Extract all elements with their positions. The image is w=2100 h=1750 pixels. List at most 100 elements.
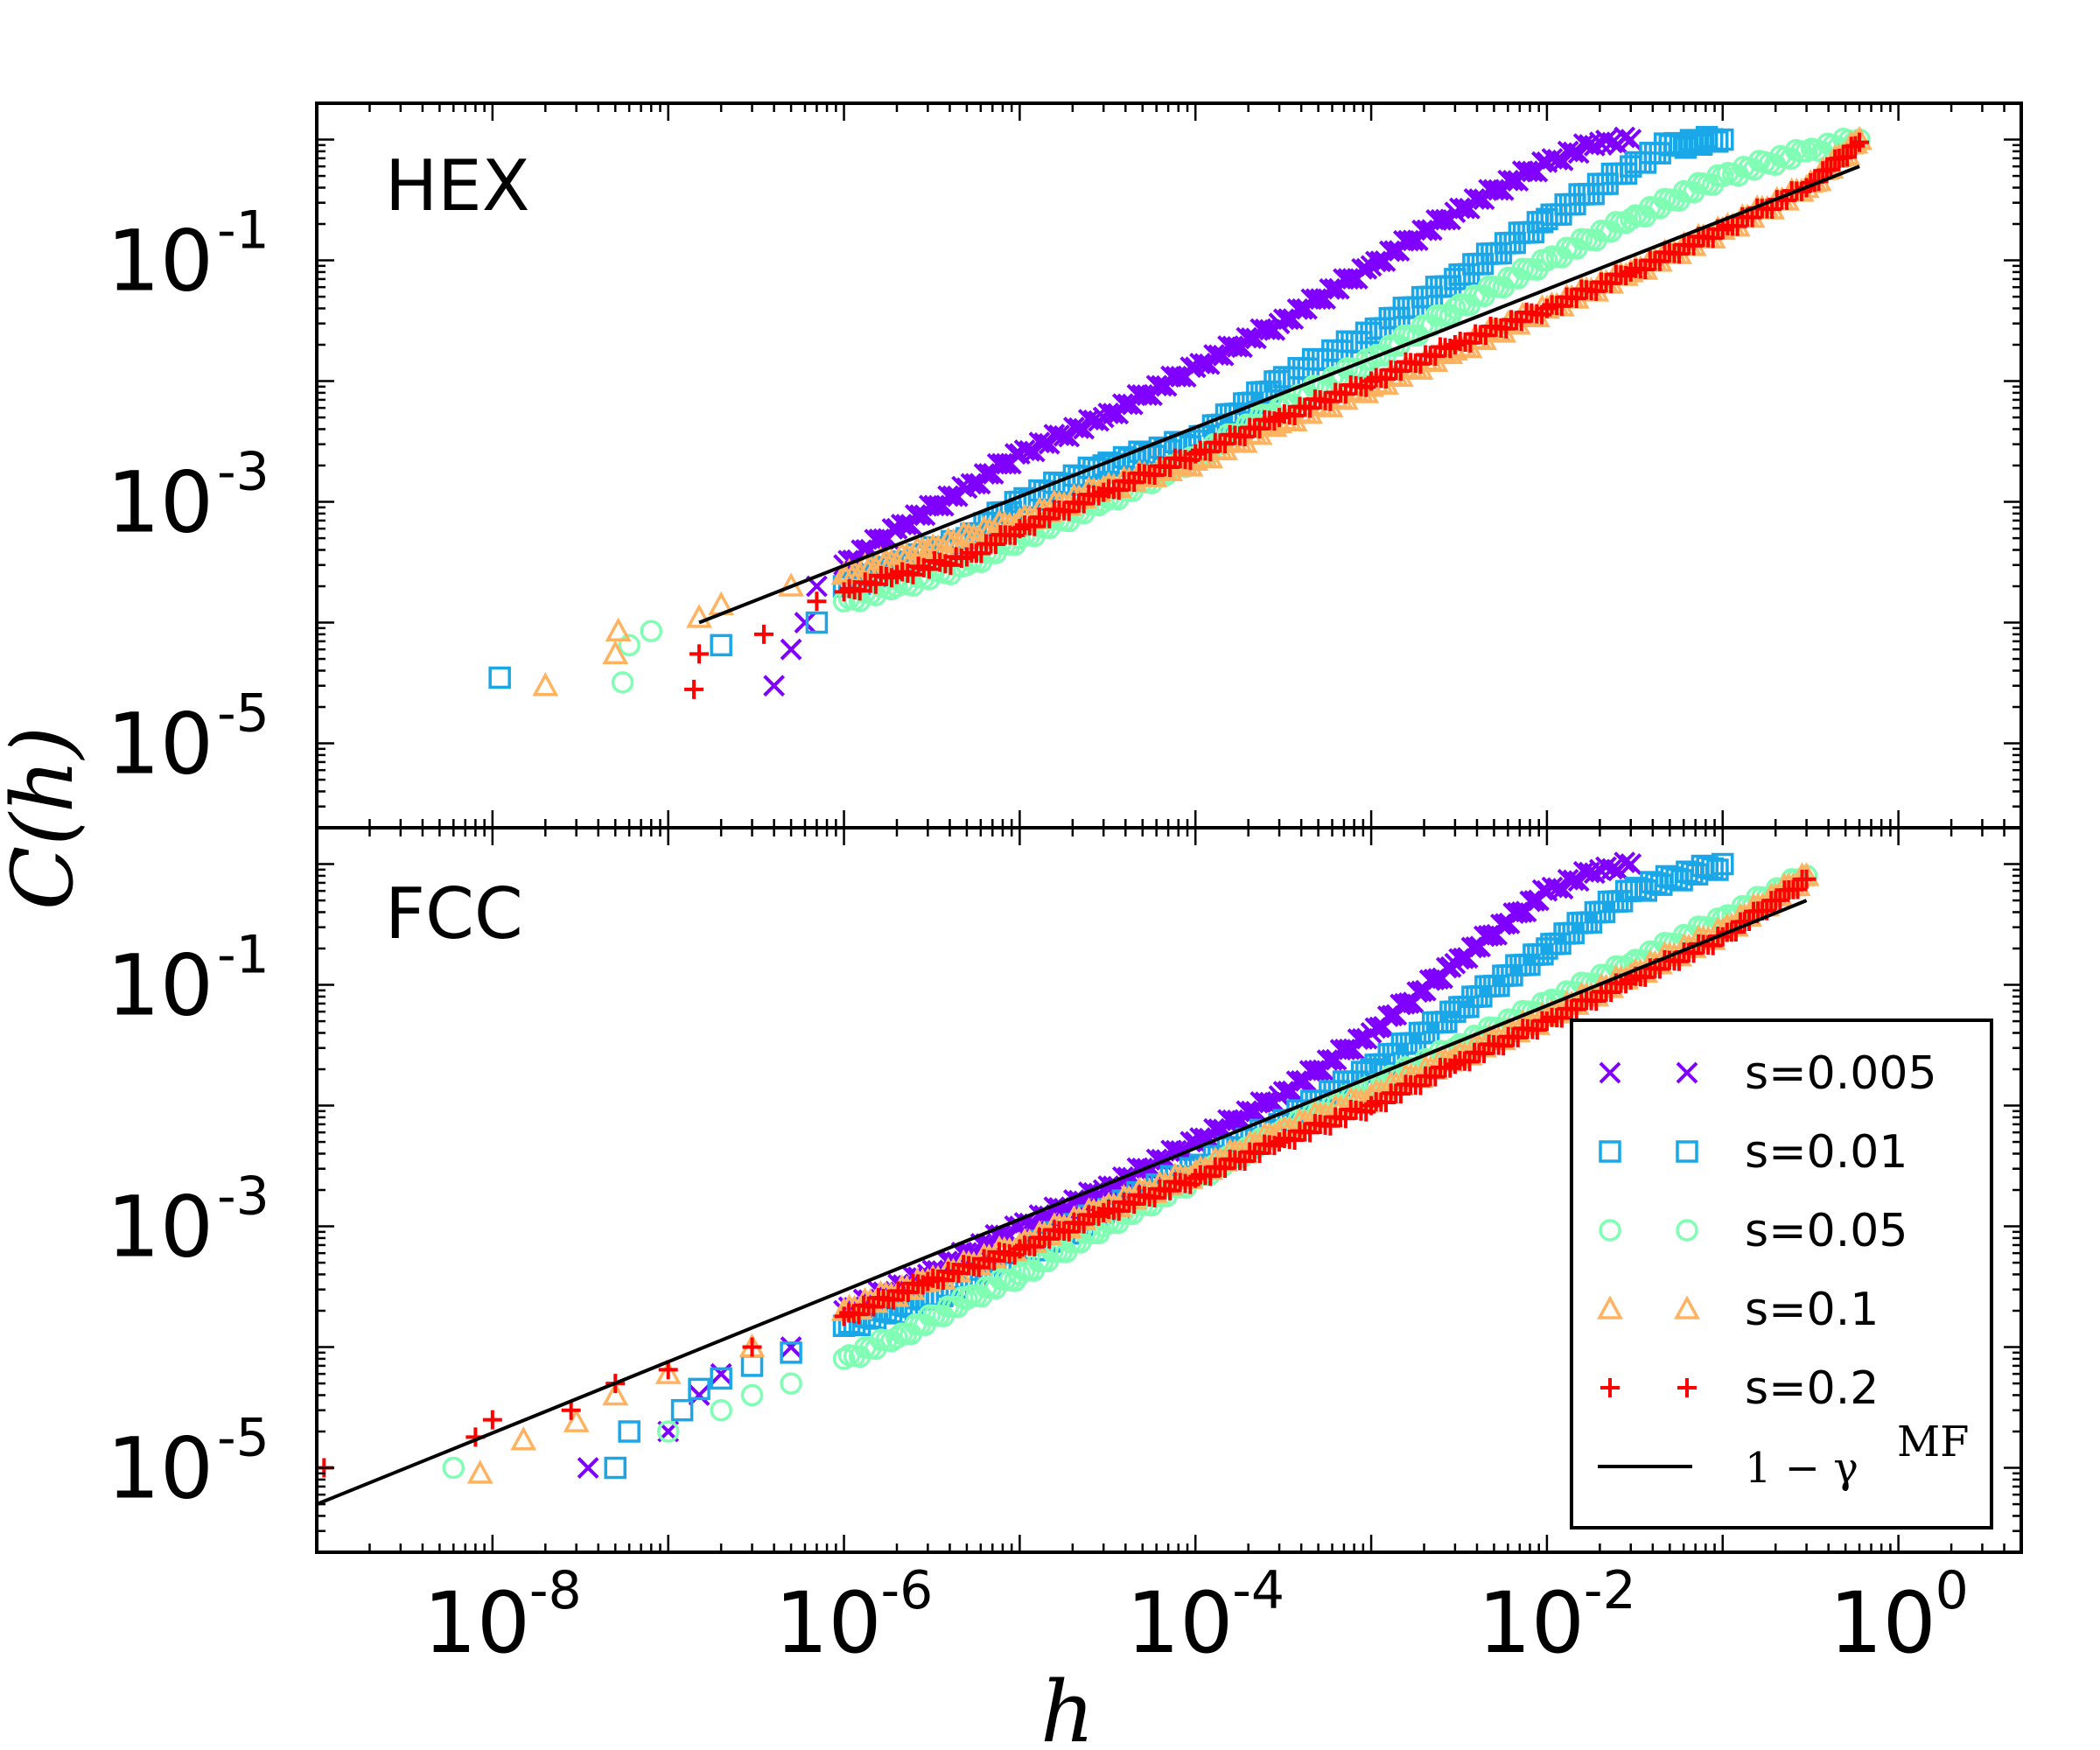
data-point <box>532 672 559 696</box>
x-tick-label: 10 <box>1478 1574 1585 1672</box>
data-point <box>937 485 960 508</box>
data-point <box>602 1381 629 1406</box>
data-point <box>1334 1039 1356 1060</box>
data-point <box>1356 377 1376 397</box>
data-point <box>807 592 827 612</box>
data-point <box>1482 178 1505 201</box>
data-point <box>561 1400 581 1420</box>
data-point <box>1254 1091 1277 1114</box>
data-point <box>1595 856 1617 878</box>
x-tick-label: 10 <box>1830 1574 1936 1672</box>
data-point <box>1180 450 1200 470</box>
data-point <box>1789 140 1813 163</box>
data-point <box>1706 858 1729 881</box>
data-point <box>1378 240 1401 262</box>
data-point <box>1203 344 1225 366</box>
data-point <box>510 1426 537 1451</box>
data-point <box>654 1360 682 1384</box>
data-point <box>1305 288 1327 311</box>
data-point <box>1316 1049 1339 1072</box>
data-point <box>904 504 927 527</box>
data-point <box>951 549 971 569</box>
data-point <box>604 1456 626 1480</box>
y-tick-label: 10 <box>107 696 214 794</box>
data-point <box>1165 365 1187 388</box>
legend-label-reference-line-sup: MF <box>1897 1418 1969 1466</box>
data-point <box>1004 525 1025 545</box>
data-point <box>1285 1070 1308 1093</box>
data-point <box>1411 219 1434 242</box>
data-point <box>710 1398 732 1422</box>
data-point <box>611 671 634 694</box>
data-point <box>1356 1102 1376 1122</box>
data-point <box>1792 870 1812 890</box>
x-tick-label-exponent: 0 <box>1936 1560 1969 1621</box>
data-point <box>1319 277 1341 300</box>
legend-marker <box>1674 1295 1700 1320</box>
data-point <box>780 1336 802 1358</box>
data-point <box>1532 304 1552 325</box>
x-tick-labels: 10-8 10-6 10-4 10-2 100 <box>424 1560 1969 1672</box>
data-point <box>1583 135 1606 157</box>
data-point <box>1337 268 1360 290</box>
legend-label: s=0.01 <box>1745 1126 1908 1179</box>
data-point <box>913 1275 933 1295</box>
data-point <box>1616 974 1636 994</box>
data-point <box>780 638 802 661</box>
data-point <box>688 1377 710 1401</box>
data-point <box>1620 207 1642 231</box>
data-point <box>563 1408 590 1432</box>
data-point <box>1111 393 1134 416</box>
legend-marker <box>1600 1378 1620 1397</box>
legend-marker <box>1599 1140 1621 1163</box>
y-tick-label-exponent: -3 <box>217 442 270 503</box>
data-point <box>1351 257 1373 280</box>
data-point <box>1788 879 1808 900</box>
data-point <box>710 1367 732 1390</box>
data-point <box>1578 134 1600 156</box>
data-point <box>482 1410 502 1430</box>
y-tick-label-exponent: -5 <box>217 683 270 745</box>
data-point <box>1516 160 1539 183</box>
reference-line-1-minus-gamma-mf <box>698 164 1860 625</box>
data-point <box>618 634 640 657</box>
data-point <box>1838 147 1858 167</box>
data-point <box>1620 853 1642 875</box>
y-tick-label: 10 <box>107 1179 214 1277</box>
x-tick-label-exponent: -2 <box>1584 1560 1636 1621</box>
data-point <box>780 1341 802 1364</box>
data-point <box>780 1372 802 1395</box>
data-point <box>1705 130 1729 153</box>
legend-label: s=0.005 <box>1745 1047 1937 1100</box>
data-point <box>1272 308 1295 331</box>
data-point <box>805 611 829 634</box>
data-point <box>740 1354 764 1377</box>
x-axis-title: h <box>1040 1663 1095 1750</box>
legend-marker <box>1676 1061 1698 1084</box>
data-point <box>466 1460 494 1484</box>
data-point <box>794 612 816 634</box>
data-point <box>1258 1091 1281 1114</box>
data-point <box>1449 197 1471 220</box>
data-point <box>923 494 946 517</box>
data-point <box>1614 126 1636 149</box>
y-tick-label-exponent: -1 <box>217 925 270 986</box>
panel-fcc-frame <box>315 826 2023 1554</box>
data-point <box>1430 208 1452 231</box>
x-tick-label-exponent: -8 <box>529 1560 582 1621</box>
data-point <box>990 452 1013 475</box>
data-point <box>1845 136 1866 156</box>
data-point <box>602 640 629 665</box>
panel-fcc-markers <box>317 851 1820 1506</box>
y-tick-label: 10 <box>107 454 214 552</box>
data-point <box>1435 956 1458 979</box>
data-point <box>1222 1109 1244 1131</box>
y-tick-label-exponent: -3 <box>217 1166 270 1228</box>
data-point <box>442 1456 466 1480</box>
data-point <box>1616 265 1636 285</box>
data-point <box>1601 131 1623 154</box>
data-point <box>1236 326 1258 349</box>
data-point <box>1097 402 1120 424</box>
